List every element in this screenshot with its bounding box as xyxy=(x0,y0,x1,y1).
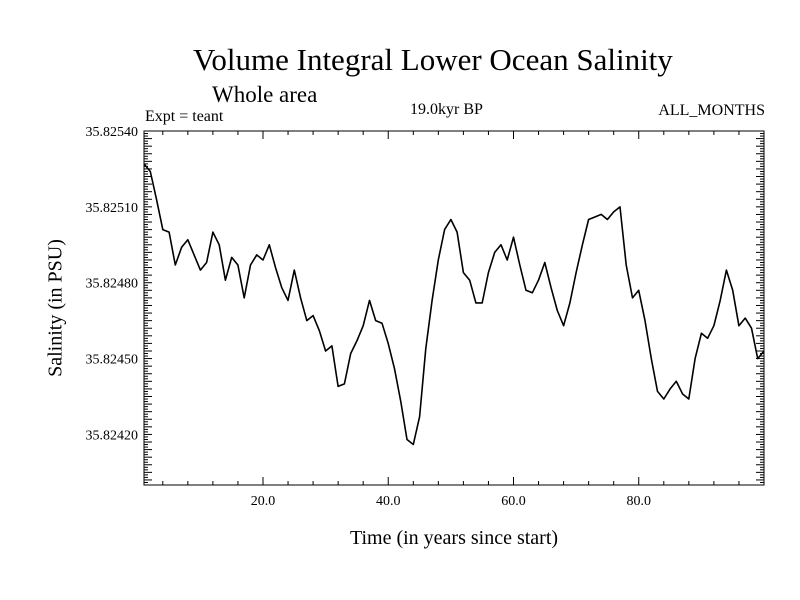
y-tick-label: 35.82480 xyxy=(86,277,139,292)
y-tick-label: 35.82450 xyxy=(86,353,139,368)
chart-subtitle: Whole area xyxy=(212,82,318,107)
axis-ticks xyxy=(144,130,765,486)
months-label: ALL_MONTHS xyxy=(658,102,765,119)
x-tick-label: 80.0 xyxy=(626,494,651,509)
plot-frame xyxy=(143,130,765,486)
experiment-label: Expt = teant xyxy=(145,108,224,125)
y-tick-label: 35.82420 xyxy=(86,428,139,443)
chart-title: Volume Integral Lower Ocean Salinity xyxy=(193,42,673,77)
x-tick-label: 60.0 xyxy=(501,494,526,509)
x-axis-label: Time (in years since start) xyxy=(349,527,559,549)
y-tick-label: 35.82540 xyxy=(86,125,139,140)
x-tick-label: 20.0 xyxy=(251,494,276,509)
y-tick-label: 35.82510 xyxy=(86,201,139,216)
series-layer xyxy=(143,163,765,446)
period-label: 19.0kyr BP xyxy=(410,101,483,118)
tick-labels: 35.82420 35.82450 35.82480 35.82510 35.82540… xyxy=(86,125,651,509)
series-line-salinity xyxy=(143,163,765,446)
x-tick-label: 40.0 xyxy=(376,494,401,509)
